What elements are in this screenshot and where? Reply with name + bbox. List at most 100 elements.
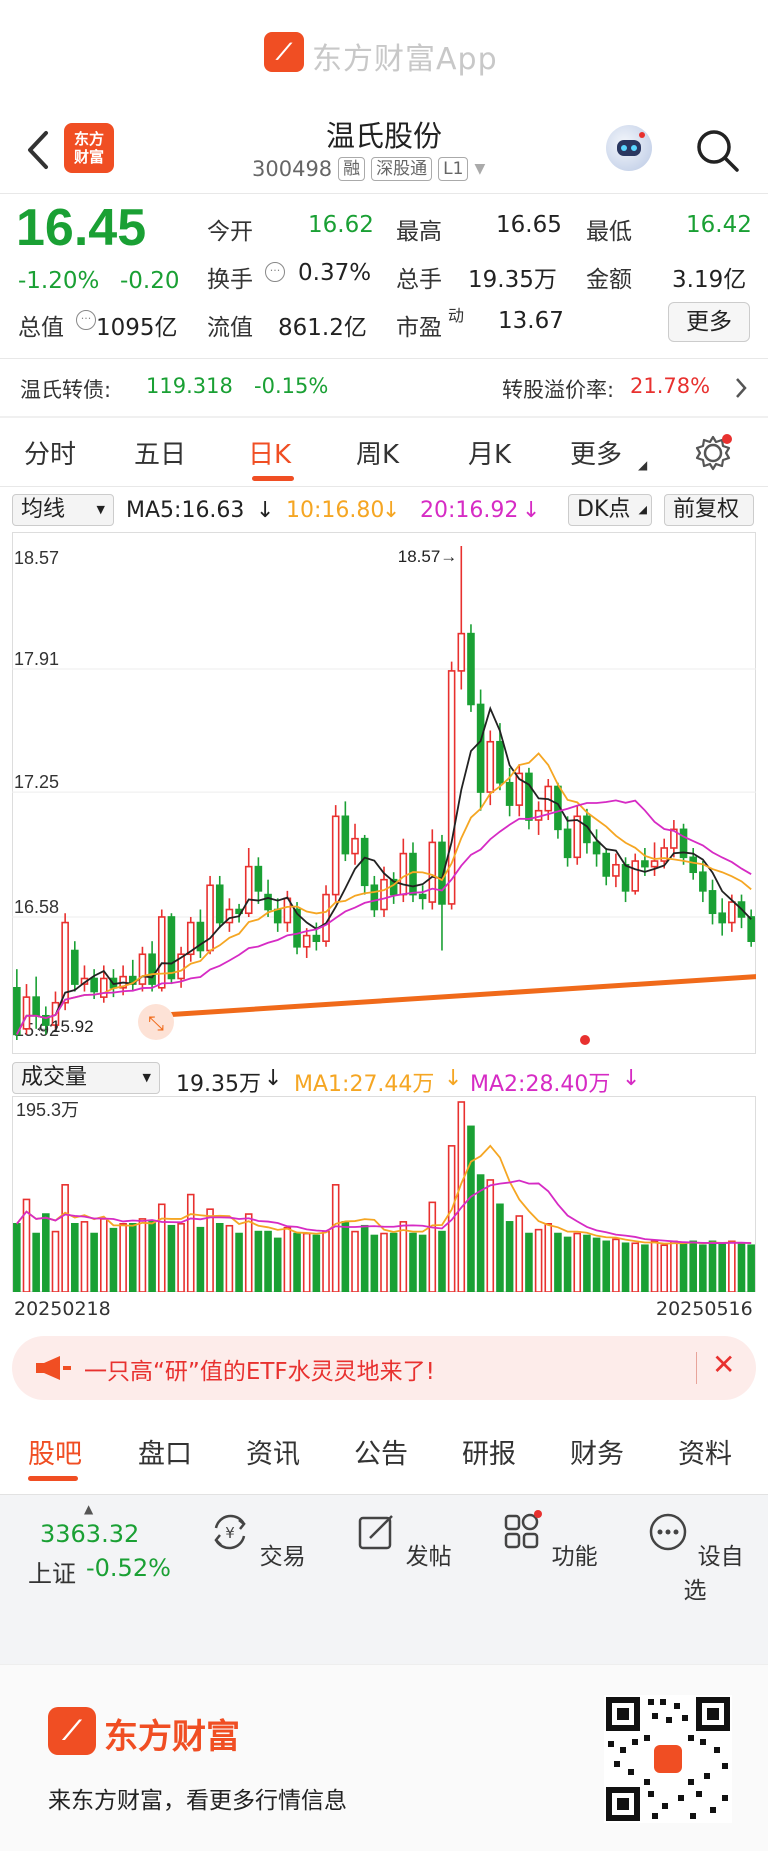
tab-more[interactable]: 更多: [570, 440, 623, 470]
volume-bar: [42, 1213, 50, 1292]
candle-body: [525, 772, 533, 821]
index-change: -0.52%: [86, 1554, 171, 1582]
tab-guba[interactable]: 股吧: [28, 1439, 82, 1470]
candle-body: [61, 921, 69, 1004]
volume-bar: [254, 1230, 263, 1292]
search-icon[interactable]: [694, 127, 740, 173]
more-button[interactable]: 更多: [668, 302, 750, 342]
vol-ma1-value: MA1:27.44万: [294, 1072, 435, 1097]
post-button[interactable]: 发帖: [348, 1510, 458, 1571]
volume-bar: [148, 1221, 156, 1292]
volume-bar: [602, 1240, 611, 1292]
candle-body: [90, 977, 98, 993]
volume-bar: [119, 1222, 127, 1292]
volume-max-label: 195.3万: [16, 1100, 79, 1120]
more-dots-icon: [650, 1513, 687, 1551]
dk-point-select[interactable]: DK点 ◢: [568, 494, 652, 526]
content-tabs: 股吧 盘口 资讯 公告 研报 财务 资料: [0, 1420, 768, 1486]
candle-body: [293, 908, 301, 948]
tab-orderbook[interactable]: 盘口: [138, 1439, 192, 1470]
candle-body: [244, 865, 253, 915]
settings-gear-icon[interactable]: [694, 434, 732, 472]
candle-body: [370, 884, 379, 911]
tab-intraday[interactable]: 分时: [24, 440, 77, 470]
candle-body: [631, 860, 640, 892]
volume-bar: [128, 1222, 137, 1292]
volume-chart[interactable]: 195.3万: [12, 1096, 756, 1292]
candle-body: [360, 837, 369, 887]
pe-dynamic-sup: 动: [448, 306, 465, 325]
quote-label-mktcap: 总值: [18, 315, 64, 341]
close-icon[interactable]: ✕: [712, 1348, 736, 1381]
tab-profile[interactable]: 资料: [678, 1439, 732, 1470]
quote-label-amount: 金额: [586, 267, 632, 293]
volume-bar: [273, 1237, 282, 1292]
trend-line: [149, 974, 756, 1019]
info-icon[interactable]: ···: [76, 310, 96, 330]
volume-bar: [554, 1232, 562, 1292]
ma10-line: [16, 752, 752, 1035]
candle-body: [515, 772, 524, 806]
ma-select[interactable]: 均线 ▼: [12, 494, 114, 526]
quote-value-turnover: 0.37%: [298, 260, 372, 286]
tab-financials[interactable]: 财务: [570, 1439, 624, 1470]
candle-body: [380, 878, 388, 911]
tab-five-day[interactable]: 五日: [134, 440, 187, 470]
promo-divider: [696, 1352, 697, 1384]
tab-daily-k[interactable]: 日K: [248, 440, 292, 470]
quote-value-pe: 13.67: [498, 308, 564, 334]
volume-bar: [525, 1232, 533, 1292]
index-value[interactable]: 3363.32: [40, 1520, 140, 1548]
tab-monthly-k[interactable]: 月K: [468, 440, 512, 470]
promo-banner[interactable]: 一只高“研”值的ETF水灵灵地来了! ✕: [12, 1336, 756, 1400]
back-arrow-icon[interactable]: [24, 127, 54, 173]
tab-weekly-k[interactable]: 周K: [356, 440, 400, 470]
convertible-bond-row[interactable]: 温氏转债: 119.318 -0.15% 转股溢价率: 21.78%: [0, 362, 768, 416]
chevron-right-icon: [736, 378, 747, 398]
candle-body: [71, 949, 79, 985]
candle-body: [225, 908, 234, 924]
expand-arrows-icon: ⤡: [148, 1011, 164, 1035]
tag-shenzhen-connect: 深股通: [371, 157, 433, 181]
candle-body: [718, 912, 726, 924]
candle-body: [167, 916, 176, 980]
volume-bar: [13, 1222, 21, 1292]
quote-label-turnover: 换手: [207, 267, 253, 293]
candle-body: [264, 893, 272, 911]
promo-text: 一只高“研”值的ETF水灵灵地来了!: [84, 1359, 435, 1385]
adjust-select[interactable]: 前复权: [664, 494, 754, 526]
volume-bar: [708, 1240, 717, 1292]
volume-bar: [621, 1242, 630, 1292]
candle-body: [409, 852, 417, 896]
chevron-down-icon: ▼: [96, 503, 105, 516]
add-watchlist-button[interactable]: 设自选: [640, 1510, 750, 1605]
functions-button[interactable]: 功能: [494, 1510, 604, 1571]
volume-bar: [399, 1221, 408, 1292]
candle-body: [708, 890, 717, 915]
tab-research[interactable]: 研报: [462, 1439, 516, 1470]
candle-body: [457, 632, 466, 672]
candle-body: [351, 837, 359, 855]
trade-button[interactable]: ¥ 交易: [202, 1510, 312, 1571]
stock-code-row[interactable]: 300498 融 深股通 L1 ▼: [252, 157, 485, 181]
vol-ma2-value: MA2:28.40万: [470, 1072, 611, 1097]
eastmoney-badge-icon[interactable]: 东方 财富: [64, 123, 114, 173]
assistant-robot-icon[interactable]: [606, 125, 652, 171]
tab-announcements[interactable]: 公告: [354, 1439, 408, 1470]
volume-select[interactable]: 成交量 ▼: [12, 1062, 160, 1094]
active-tab-underline: [252, 476, 294, 481]
y-tick-label: 18.57: [14, 548, 59, 568]
volume-bar: [534, 1228, 543, 1292]
info-icon[interactable]: ···: [265, 262, 285, 282]
change-value: -0.20: [120, 268, 180, 294]
volume-bar: [544, 1222, 553, 1292]
y-tick-label: 17.91: [14, 649, 59, 669]
stock-code: 300498: [252, 157, 333, 181]
volume-bar: [351, 1230, 359, 1292]
chevron-down-icon: ▼: [142, 1071, 151, 1084]
candle-body: [486, 740, 495, 793]
index-name: 上证: [28, 1560, 76, 1588]
vol-ma2-line: [16, 1179, 752, 1244]
tab-news[interactable]: 资讯: [246, 1439, 300, 1470]
